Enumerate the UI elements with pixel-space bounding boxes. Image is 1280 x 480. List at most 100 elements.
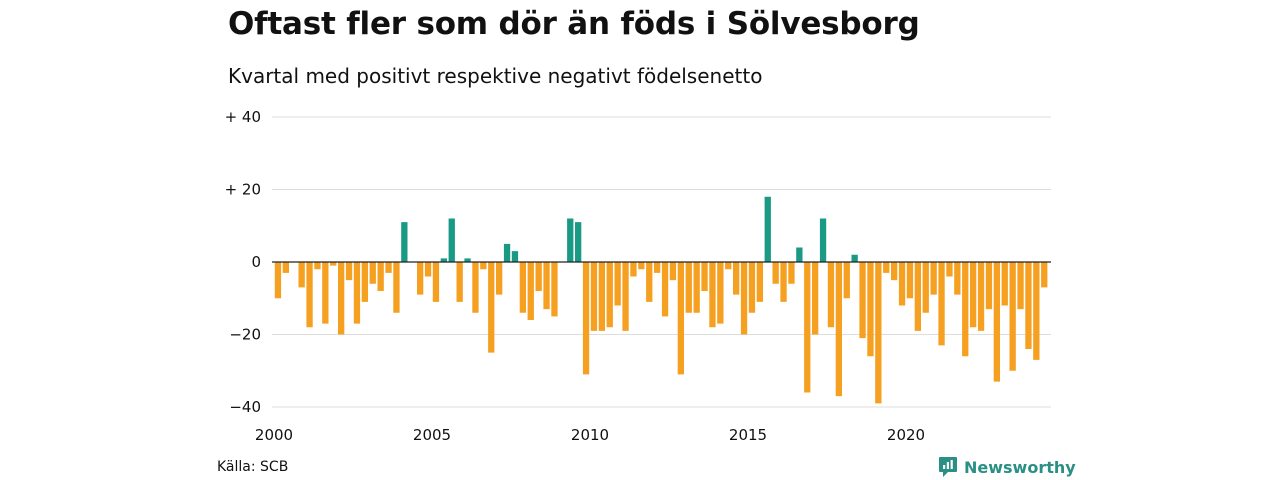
bar (938, 262, 945, 346)
newsworthy-chart-icon (939, 457, 957, 477)
bar (330, 262, 337, 266)
bar (796, 247, 803, 262)
bar (748, 262, 756, 313)
bar (1041, 262, 1048, 288)
bar (448, 218, 455, 262)
bar (322, 262, 329, 324)
bar (661, 262, 669, 317)
bar (962, 262, 969, 357)
bar (883, 262, 890, 273)
bar (606, 262, 613, 328)
bar (519, 262, 526, 313)
bar (677, 262, 684, 375)
bar (338, 262, 345, 335)
bar (772, 262, 779, 284)
bar (993, 262, 1000, 382)
y-tick-label: −40 (229, 398, 261, 416)
bar (875, 262, 882, 404)
bar (970, 262, 977, 328)
bar (740, 262, 748, 335)
bar (496, 262, 503, 295)
bar (590, 262, 598, 331)
bar (733, 262, 740, 295)
bar (440, 258, 447, 263)
bar (598, 262, 605, 331)
bar (511, 251, 519, 263)
bar (551, 262, 558, 317)
bar (314, 262, 321, 270)
bar (930, 262, 937, 295)
bar (472, 262, 479, 313)
bar (669, 262, 677, 281)
bar (401, 222, 408, 263)
bar (843, 262, 850, 299)
bar (393, 262, 400, 313)
y-axis-labels: + 40 + 20 0 −20 −40 (225, 108, 261, 416)
bar (575, 222, 582, 263)
bar (788, 262, 795, 284)
bar (369, 262, 376, 284)
bar (819, 218, 827, 262)
x-tick-label: 2015 (729, 426, 767, 444)
bar (701, 262, 708, 291)
bar (693, 262, 700, 313)
bar (377, 262, 384, 291)
bar (345, 262, 353, 281)
bar (417, 262, 424, 295)
bar (1001, 262, 1008, 306)
bar (385, 262, 392, 273)
bar (630, 262, 637, 277)
source-label: Källa: SCB (217, 459, 289, 475)
bar (685, 262, 692, 313)
bar (709, 262, 716, 328)
bar (282, 262, 289, 273)
bar (456, 262, 463, 302)
x-axis-labels: 2000 2005 2010 2015 2020 (255, 426, 925, 444)
bar (503, 243, 511, 263)
bar (306, 262, 313, 328)
bar (812, 262, 819, 335)
bar (274, 262, 282, 299)
bar (567, 218, 574, 262)
bar (977, 262, 985, 331)
bar (543, 262, 550, 310)
x-tick-label: 2005 (413, 426, 451, 444)
bar (780, 262, 787, 302)
bar (622, 262, 629, 331)
bar (654, 262, 661, 273)
bar (827, 262, 835, 328)
y-tick-label: −20 (229, 326, 261, 344)
bar (954, 262, 961, 295)
bar (914, 262, 921, 331)
bar (859, 262, 866, 339)
y-tick-label: + 20 (225, 181, 261, 199)
bar (361, 262, 368, 302)
bar (527, 262, 534, 320)
y-tick-label: 0 (251, 253, 261, 271)
bar (353, 262, 361, 324)
bar (638, 262, 645, 270)
brand-name: Newsworthy (964, 457, 1076, 477)
bar (424, 262, 432, 277)
grid-lines (272, 116, 1051, 408)
bar (646, 262, 653, 302)
bar (946, 262, 953, 277)
bar (725, 262, 732, 270)
bar (867, 262, 874, 357)
x-tick-label: 2020 (887, 426, 925, 444)
bar (804, 262, 811, 393)
bar (906, 262, 914, 299)
bar (835, 262, 842, 397)
bar (756, 262, 763, 302)
chart-title: Oftast fler som dör än föds i Sölvesborg (228, 6, 920, 42)
bar (1025, 262, 1032, 349)
y-tick-label: + 40 (225, 108, 261, 126)
bar (922, 262, 929, 313)
bar (1017, 262, 1024, 310)
bar (582, 262, 590, 375)
brand-logo: Newsworthy (938, 456, 1076, 478)
x-tick-label: 2010 (571, 426, 609, 444)
bar (891, 262, 898, 281)
bar (1033, 262, 1040, 360)
